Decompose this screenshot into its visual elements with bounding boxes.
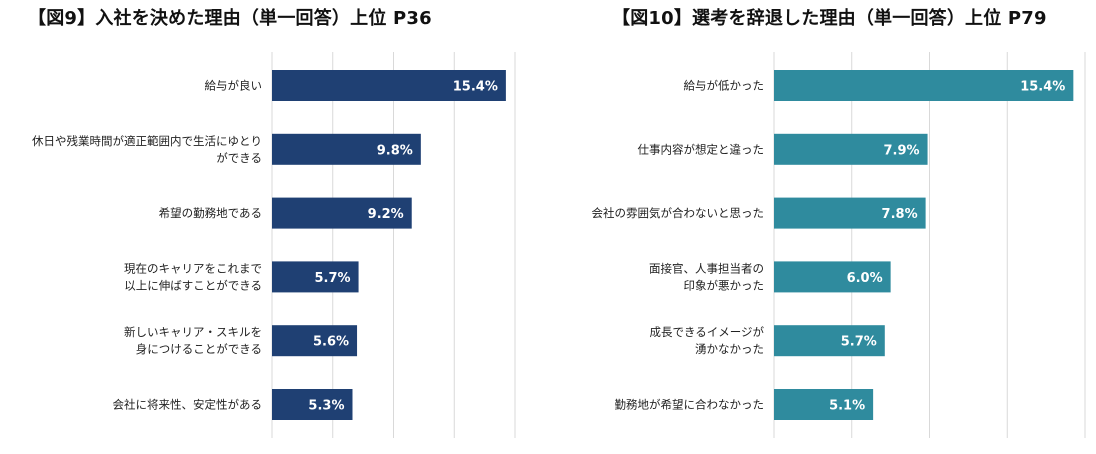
right-category-label-2-line-0: 会社の雰囲気が合わないと思った (592, 206, 765, 220)
right-category-label-0-line-0: 給与が低かった (684, 79, 765, 93)
left-value-label-1: 9.8% (377, 143, 413, 158)
left-value-label-0: 15.4% (453, 80, 498, 95)
left-category-label-3-line-0: 現在のキャリアをこれまで (124, 261, 262, 275)
chart-title-left: 【図9】入社を決めた理由（単一回答）上位 P36 (28, 8, 432, 29)
left-category-label-0-line-0: 給与が良い (205, 79, 263, 93)
left-bar-3 (272, 261, 359, 293)
right-bar-3 (774, 261, 891, 293)
right-category-label-4-line-0: 成長できるイメージが (649, 325, 764, 339)
right-category-label-3-line-0: 面接官、人事担当者の (649, 261, 764, 275)
right-bar-1 (774, 133, 928, 165)
right-value-label-5: 5.1% (829, 399, 865, 414)
chart-title-right: 【図10】選考を辞退した理由（単一回答）上位 P79 (612, 8, 1047, 29)
right-bar-4 (774, 325, 885, 357)
right-bar-5 (774, 389, 874, 420)
left-value-label-5: 5.3% (308, 399, 344, 414)
left-category-label-1-line-1: ができる (216, 151, 262, 165)
left-bar-1 (272, 133, 421, 165)
right-bar-0 (774, 70, 1074, 101)
right-value-label-3: 6.0% (847, 271, 883, 286)
left-value-label-3: 5.7% (315, 271, 351, 286)
left-category-label-1-line-0: 休日や残業時間が適正範囲内で生活にゆとり (32, 134, 262, 148)
right-bar-2 (774, 197, 926, 229)
right-category-label-4-line-1: 湧かなかった (695, 342, 764, 356)
left-category-label-3-line-1: 以上に伸ばすことができる (124, 278, 262, 292)
right-category-label-5-line-0: 勤務地が希望に合わなかった (615, 398, 765, 412)
right-value-label-1: 7.9% (883, 143, 919, 158)
left-bar-0 (272, 70, 506, 101)
right-value-label-4: 5.7% (841, 335, 877, 350)
right-category-label-1-line-0: 仕事内容が想定と違った (638, 142, 765, 156)
left-bar-2 (272, 197, 412, 229)
right-category-label-3-line-1: 印象が悪かった (684, 278, 765, 292)
left-category-label-4-line-1: 身につけることができる (136, 342, 262, 356)
right-value-label-2: 7.8% (882, 207, 918, 222)
left-category-label-5-line-0: 会社に将来性、安定性がある (113, 398, 263, 412)
left-category-label-2-line-0: 希望の勤務地である (159, 206, 262, 220)
left-value-label-4: 5.6% (313, 335, 349, 350)
left-category-label-4-line-0: 新しいキャリア・スキルを (124, 325, 262, 339)
right-value-label-0: 15.4% (1020, 80, 1065, 95)
left-value-label-2: 9.2% (368, 207, 404, 222)
left-bar-5 (272, 389, 353, 420)
left-bar-4 (272, 325, 358, 357)
